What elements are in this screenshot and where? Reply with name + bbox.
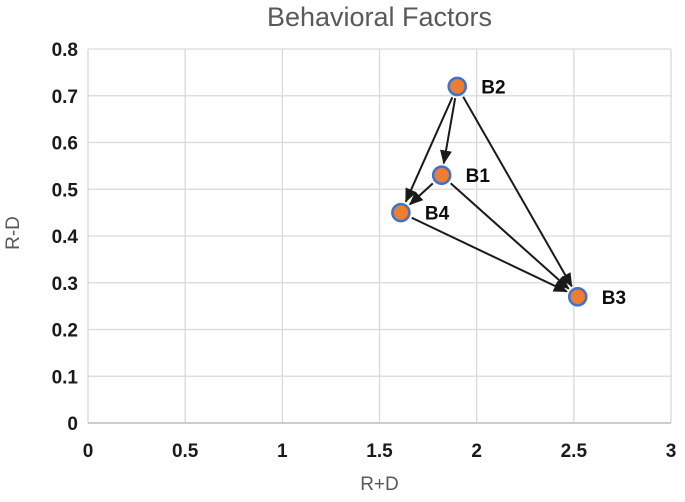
y-tick-label: 0.1 — [52, 367, 79, 388]
x-tick-label: 2 — [471, 441, 482, 462]
point-label-B4: B4 — [425, 204, 450, 225]
y-tick-label: 0.7 — [52, 87, 78, 108]
x-tick-label: 0.5 — [172, 441, 199, 462]
y-tick-label: 0.4 — [52, 227, 79, 248]
y-tick-label: 0.6 — [52, 134, 78, 155]
arrow-B2-to-B1 — [440, 98, 457, 165]
point-label-B3: B3 — [602, 288, 626, 309]
x-tick-label: 3 — [666, 441, 677, 462]
arrow-B1-to-B4 — [408, 182, 434, 206]
x-axis-title: R+D — [360, 474, 399, 495]
y-tick-label: 0.5 — [52, 180, 79, 201]
scatter-point-B3 — [567, 286, 588, 307]
y-tick-label: 0.3 — [52, 274, 78, 295]
point-label-B2: B2 — [481, 77, 505, 98]
y-tick-label: 0.2 — [52, 321, 78, 342]
x-tick-label: 2.5 — [561, 441, 588, 462]
scatter-point-B2 — [447, 76, 468, 97]
scatter-point-B1 — [431, 165, 452, 186]
scatter-point-B4 — [391, 202, 411, 223]
x-tick-label: 1 — [277, 441, 288, 462]
y-tick-label: 0 — [67, 414, 78, 435]
x-tick-label: 0 — [83, 441, 94, 462]
point-label-B1: B1 — [466, 166, 491, 187]
arrow-B2-to-B3 — [462, 96, 573, 288]
arrow-B1-to-B3 — [449, 182, 570, 290]
x-tick-label: 1.5 — [366, 441, 393, 462]
y-tick-label: 0.8 — [52, 40, 78, 61]
arrow-B2-to-B4 — [404, 96, 454, 203]
chart-title: Behavioral Factors — [266, 2, 493, 32]
arrow-B4-to-B3 — [411, 216, 568, 293]
